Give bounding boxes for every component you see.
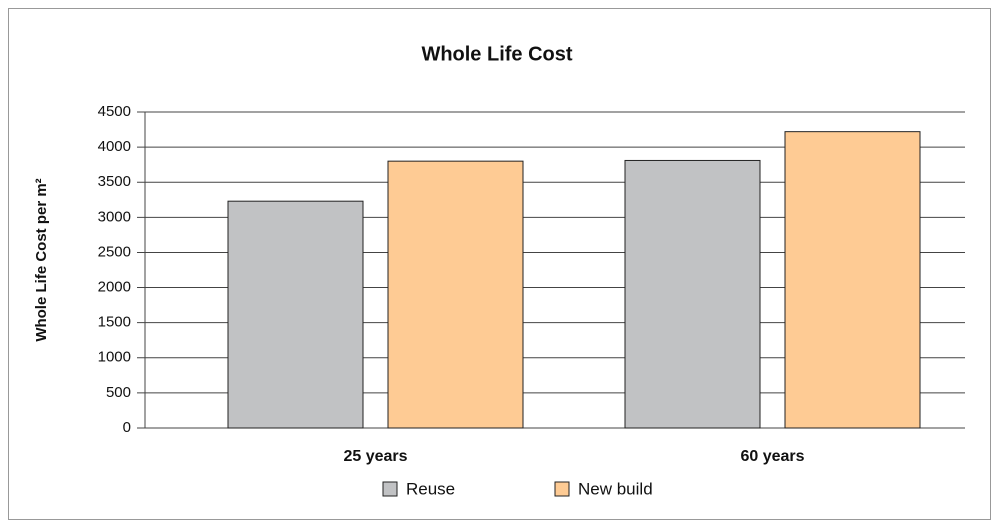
y-tick-label: 4000 [98,138,131,155]
x-tick-label: 60 years [740,448,804,465]
bar [624,159,761,429]
legend-label: Reuse [406,479,455,498]
bar [387,160,524,429]
y-tick-label: 4500 [98,103,131,120]
y-tick-label: 3000 [98,208,131,225]
y-tick-label: 3500 [98,173,131,190]
y-tick-label: 2000 [98,279,131,296]
bar [784,131,921,429]
legend-swatch [382,481,398,497]
y-tick-label: 2500 [98,243,131,260]
x-tick-label: 25 years [343,448,407,465]
y-tick-label: 1500 [98,314,131,331]
y-tick-label: 0 [123,419,131,436]
bar [227,200,364,429]
y-tick-label: 500 [106,384,131,401]
legend-label: New build [578,479,653,498]
y-axis-label: Whole Life Cost per m² [33,178,50,341]
chart-title: Whole Life Cost [421,43,572,65]
y-tick-label: 1000 [98,349,131,366]
legend-swatch [554,481,570,497]
